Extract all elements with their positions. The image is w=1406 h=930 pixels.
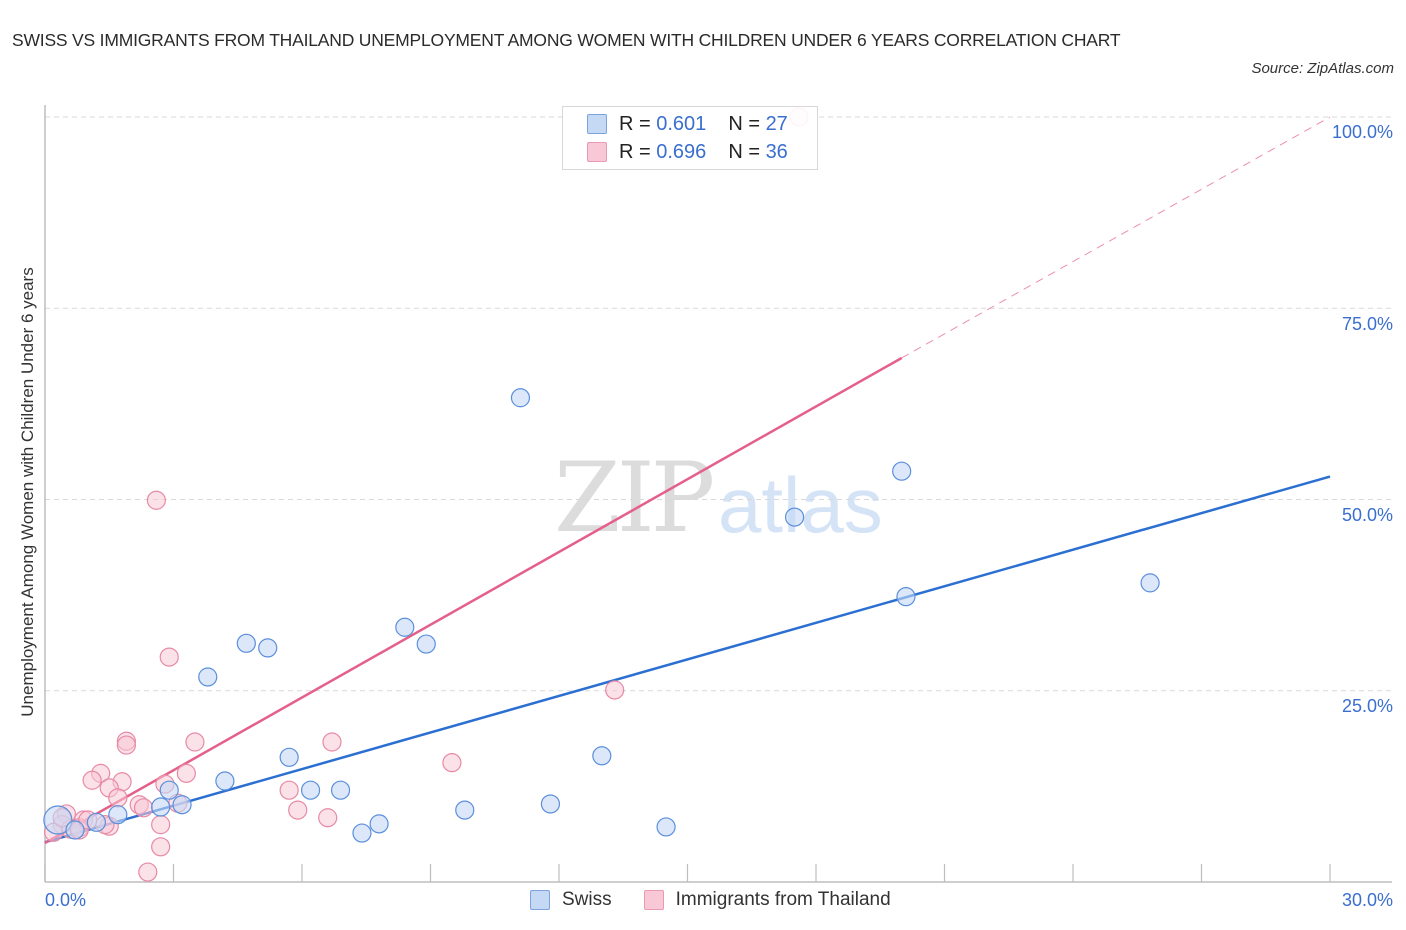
- thailand-data-point[interactable]: [151, 837, 171, 857]
- swiss-data-point[interactable]: [784, 507, 805, 527]
- y-tick-25: 25.0%: [1341, 696, 1393, 716]
- swiss-data-point[interactable]: [215, 771, 235, 791]
- swiss-data-point[interactable]: [892, 461, 912, 481]
- thailand-swatch-icon: [587, 142, 607, 162]
- swiss-data-point[interactable]: [416, 634, 436, 654]
- points-swiss: [43, 388, 1160, 843]
- swiss-n-label: N =: [728, 112, 760, 135]
- x-tick-max: 30.0%: [1341, 890, 1393, 910]
- legend-row-thailand: R = 0.696 N = 36: [587, 140, 788, 164]
- swiss-data-point[interactable]: [330, 780, 351, 800]
- swiss-data-point[interactable]: [455, 800, 475, 820]
- swiss-data-point[interactable]: [369, 814, 389, 834]
- thailand-data-point[interactable]: [159, 647, 179, 667]
- thailand-data-point[interactable]: [108, 788, 128, 808]
- swiss-data-point[interactable]: [896, 587, 916, 607]
- swiss-data-point[interactable]: [236, 633, 256, 653]
- swiss-data-point[interactable]: [258, 638, 278, 658]
- swiss-data-point[interactable]: [151, 797, 171, 817]
- swiss-data-point[interactable]: [86, 812, 107, 832]
- thailand-data-point[interactable]: [288, 800, 308, 820]
- thailand-data-point[interactable]: [133, 798, 154, 818]
- thailand-n-value: 36: [765, 140, 788, 163]
- axes: [44, 105, 1392, 883]
- thailand-data-point[interactable]: [185, 732, 205, 752]
- swiss-data-point[interactable]: [172, 795, 192, 815]
- thailand-legend-icon: [643, 890, 664, 910]
- source-label: Source: ZipAtlas.com: [1251, 60, 1394, 77]
- watermark-zip: ZIP: [554, 442, 715, 554]
- y-tick-75: 75.0%: [1341, 314, 1393, 334]
- swiss-data-point[interactable]: [1140, 573, 1160, 593]
- thailand-data-point[interactable]: [318, 808, 338, 828]
- thailand-trendline-extension: [901, 116, 1331, 359]
- legend-row-swiss: R = 0.601 N = 27: [587, 112, 788, 136]
- thailand-data-point[interactable]: [176, 763, 196, 783]
- thailand-data-point[interactable]: [322, 732, 342, 752]
- swiss-data-point[interactable]: [279, 747, 299, 767]
- swiss-n-value: 27: [765, 112, 788, 135]
- swiss-data-point[interactable]: [108, 805, 128, 825]
- points-thailand: [43, 107, 809, 882]
- thailand-data-point[interactable]: [82, 770, 102, 790]
- thailand-data-point[interactable]: [442, 753, 462, 773]
- y-tick-50: 50.0%: [1341, 505, 1393, 525]
- swiss-data-point[interactable]: [300, 780, 321, 800]
- legend-item-swiss[interactable]: Swiss: [530, 889, 612, 911]
- thailand-r-value: 0.696: [656, 140, 707, 163]
- thailand-data-point[interactable]: [279, 780, 299, 800]
- legend-item-thailand[interactable]: Immigrants from Thailand: [643, 889, 891, 911]
- swiss-data-point[interactable]: [395, 617, 415, 637]
- watermark-atlas: atlas: [718, 461, 883, 549]
- swiss-data-point[interactable]: [352, 823, 372, 843]
- series-legend: Swiss Immigrants from Thailand: [530, 889, 923, 911]
- y-tick-100: 100.0%: [1331, 122, 1393, 142]
- swiss-data-point[interactable]: [592, 746, 612, 766]
- x-tick-min: 0.0%: [45, 890, 87, 910]
- swiss-swatch-icon: [587, 114, 607, 134]
- swiss-data-point[interactable]: [65, 820, 85, 840]
- swiss-legend-icon: [530, 890, 550, 910]
- thailand-data-point[interactable]: [146, 490, 166, 510]
- thailand-data-point[interactable]: [605, 680, 625, 700]
- swiss-data-point[interactable]: [43, 805, 73, 835]
- thailand-data-point[interactable]: [138, 862, 158, 882]
- gridlines: [45, 116, 1392, 692]
- swiss-trendline: [44, 475, 1331, 844]
- swiss-r-value: 0.601: [656, 112, 707, 135]
- thailand-n-label: N =: [728, 140, 760, 163]
- correlation-legend: R = 0.601 N = 27 R = 0.696 N = 36: [562, 106, 818, 170]
- legend-label-swiss: Swiss: [562, 889, 612, 910]
- swiss-r-label: R =: [619, 112, 651, 135]
- chart-title: SWISS VS IMMIGRANTS FROM THAILAND UNEMPL…: [12, 30, 1121, 50]
- swiss-data-point[interactable]: [159, 780, 179, 800]
- trendlines: [44, 116, 1331, 845]
- swiss-data-point[interactable]: [198, 667, 218, 687]
- legend-label-thailand: Immigrants from Thailand: [675, 889, 891, 910]
- swiss-data-point[interactable]: [510, 388, 531, 408]
- thailand-r-label: R =: [619, 140, 651, 163]
- swiss-data-point[interactable]: [540, 794, 561, 814]
- thailand-trendline: [44, 356, 903, 845]
- thailand-data-point[interactable]: [151, 815, 171, 835]
- thailand-data-point[interactable]: [116, 735, 136, 755]
- y-axis-label: Unemployment Among Women with Children U…: [18, 267, 37, 717]
- swiss-data-point[interactable]: [656, 817, 676, 837]
